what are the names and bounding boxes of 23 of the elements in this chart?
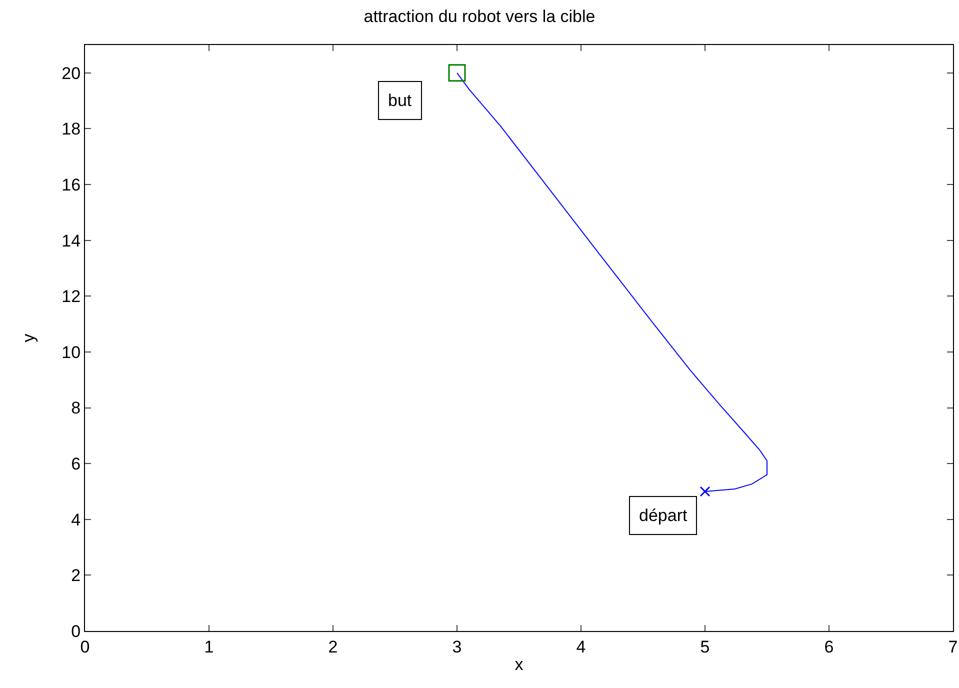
y-tick-label: 18	[62, 120, 81, 139]
y-tick-label: 2	[71, 566, 81, 586]
chart-title: attraction du robot vers la cible	[364, 7, 596, 26]
y-tick-label: 16	[62, 175, 81, 194]
y-tick-label: 10	[62, 342, 81, 362]
annotation: départ	[639, 506, 688, 525]
x-tick-label: 5	[700, 637, 710, 656]
x-tick-label: 3	[452, 637, 462, 656]
x-tick-label: 6	[824, 637, 834, 656]
x-axis-title: x	[514, 654, 524, 674]
annotation: but	[388, 91, 412, 110]
x-tick-label: 2	[328, 637, 338, 656]
y-tick-label: 20	[62, 64, 81, 83]
x-tick-label: 1	[204, 637, 214, 656]
y-tick-label: 12	[62, 287, 81, 306]
y-tick-label: 4	[71, 510, 81, 530]
y-tick-label: 0	[71, 622, 81, 641]
x-tick-label: 7	[948, 637, 958, 656]
x-tick-label: 4	[576, 637, 586, 656]
y-tick-label: 14	[62, 231, 81, 250]
y-axis-title: y	[19, 333, 38, 342]
y-tick-label: 8	[71, 398, 81, 418]
y-tick-label: 6	[71, 454, 81, 474]
